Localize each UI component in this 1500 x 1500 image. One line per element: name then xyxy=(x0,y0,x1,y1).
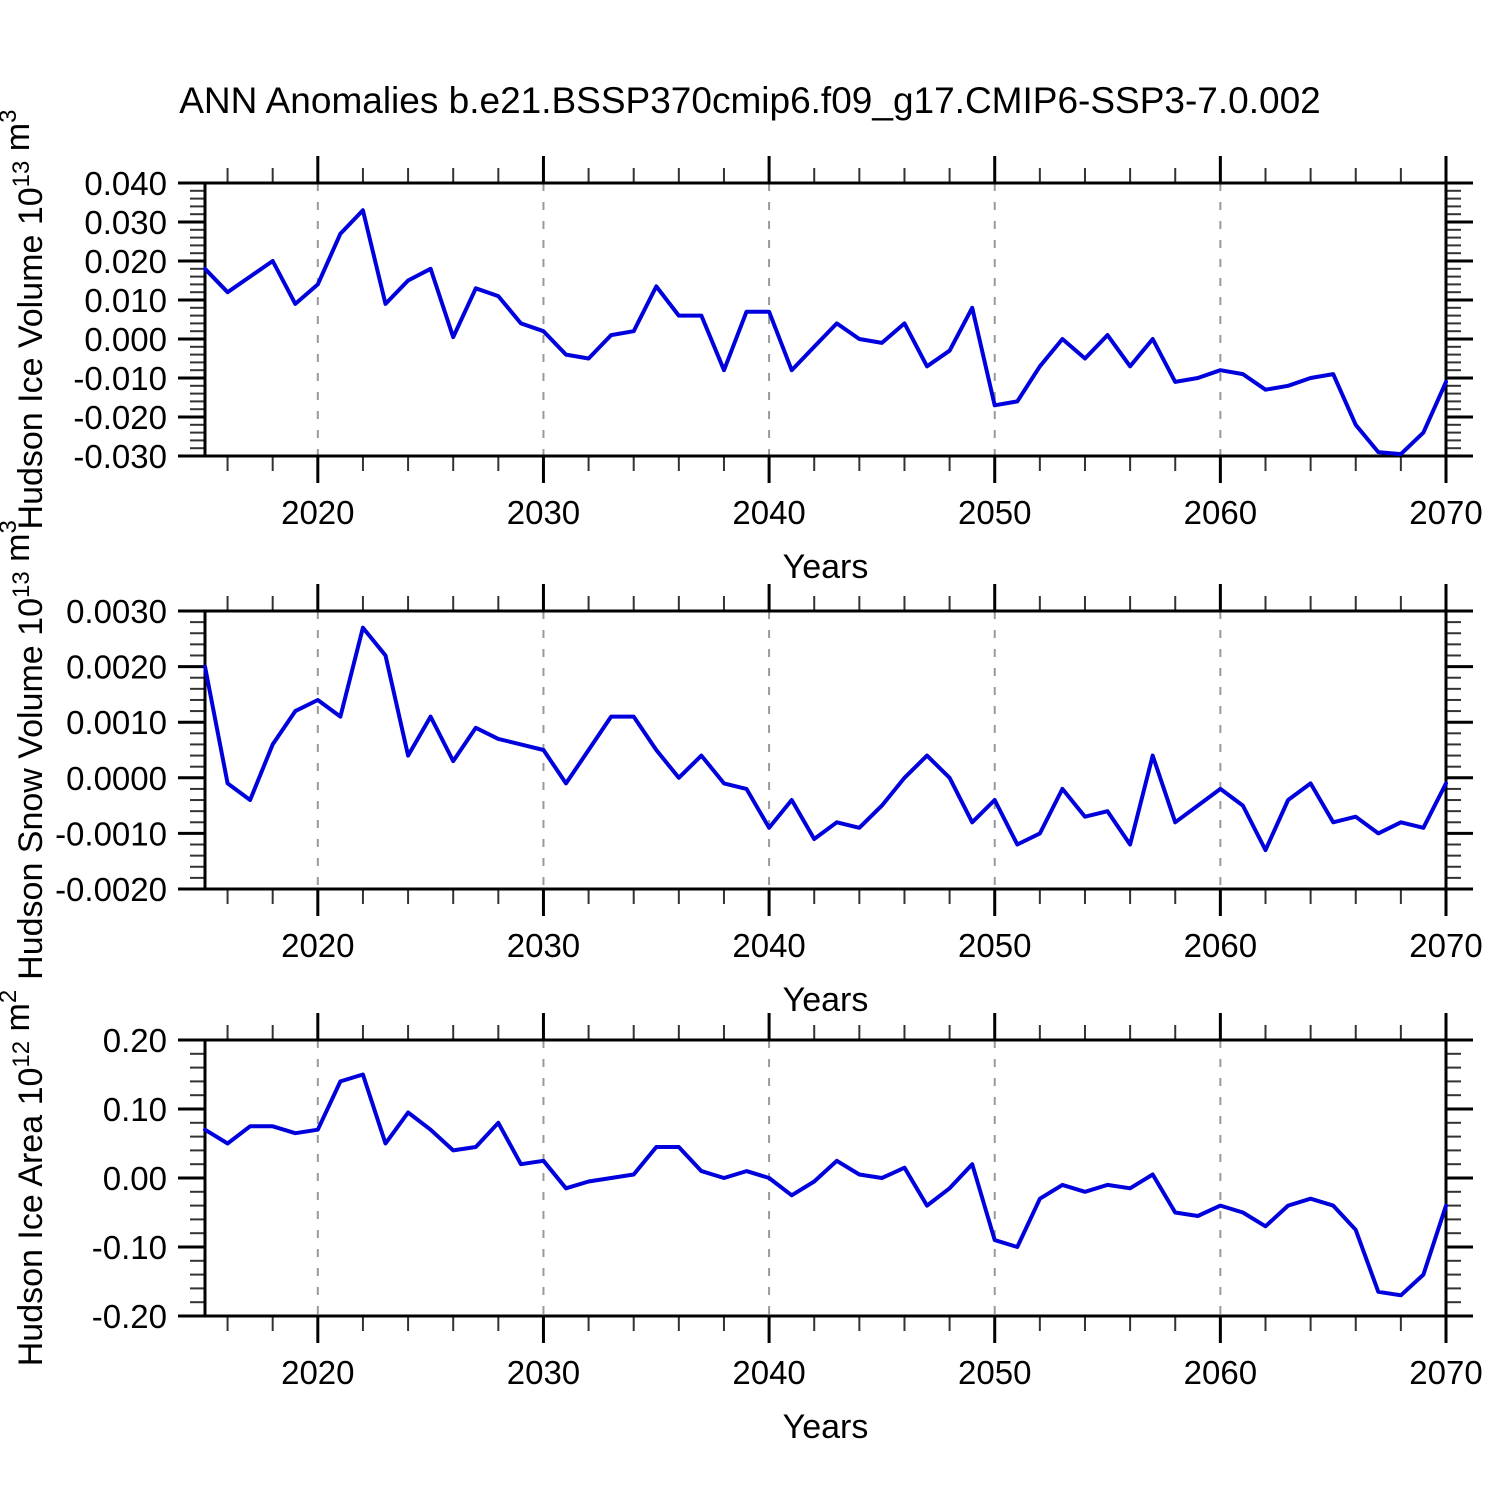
x-tick-label: 2030 xyxy=(507,494,580,531)
x-tick-label: 2020 xyxy=(281,494,354,531)
x-tick-label: 2020 xyxy=(281,927,354,964)
y-tick-label: -0.010 xyxy=(73,360,167,397)
y-tick-label: 0.030 xyxy=(84,204,167,241)
x-tick-label: 2040 xyxy=(732,1354,805,1391)
y-tick-label: 0.010 xyxy=(84,282,167,319)
series-line-ice-area xyxy=(203,1072,1448,1298)
x-tick-label: 2050 xyxy=(958,927,1031,964)
series-line-snow-volume xyxy=(203,625,1448,853)
x-tick-label: 2050 xyxy=(958,1354,1031,1391)
y-tick-label: -0.030 xyxy=(73,438,167,475)
x-tick-label: 2050 xyxy=(958,494,1031,531)
x-tick-label: 2060 xyxy=(1184,927,1257,964)
x-tick-label: 2070 xyxy=(1409,927,1482,964)
y-tick-label: 0.00 xyxy=(103,1160,167,1197)
x-tick-label: 2040 xyxy=(732,927,805,964)
plot-frame-ice-volume xyxy=(203,181,1448,458)
y-tick-label: 0.0020 xyxy=(66,649,167,686)
y-tick-label: -0.0010 xyxy=(55,815,167,852)
x-tick-label: 2070 xyxy=(1409,1354,1482,1391)
y-axis-title-ice-volume: Hudson Ice Volume 1013 m3 xyxy=(0,110,50,530)
y-tick-label: 0.000 xyxy=(84,321,167,358)
figure-title: ANN Anomalies b.e21.BSSP370cmip6.f09_g17… xyxy=(179,80,1321,121)
y-tick-label: 0.0010 xyxy=(66,704,167,741)
x-tick-label: 2030 xyxy=(507,1354,580,1391)
y-tick-label: -0.10 xyxy=(92,1229,167,1266)
x-tick-label: 2040 xyxy=(732,494,805,531)
y-tick-label: 0.040 xyxy=(84,165,167,202)
y-tick-label: -0.20 xyxy=(92,1298,167,1335)
x-tick-label: 2030 xyxy=(507,927,580,964)
x-tick-label: 2060 xyxy=(1184,1354,1257,1391)
x-tick-label: 2020 xyxy=(281,1354,354,1391)
y-tick-label: 0.10 xyxy=(103,1091,167,1128)
y-tick-label: 0.0000 xyxy=(66,760,167,797)
y-tick-label: 0.20 xyxy=(103,1022,167,1059)
y-axis-title-ice-area: Hudson Ice Area 1012 m2 xyxy=(0,990,50,1367)
plot-frame-ice-area xyxy=(203,1038,1448,1318)
x-axis-title: Years xyxy=(783,981,869,1019)
y-axis-title-snow-volume: Hudson Snow Volume 1013 m3 xyxy=(0,520,50,980)
y-tick-label: -0.020 xyxy=(73,399,167,436)
series-line-ice-volume xyxy=(203,208,1448,457)
x-axis-title: Years xyxy=(783,1408,869,1446)
y-tick-label: 0.0030 xyxy=(66,593,167,630)
x-axis-title: Years xyxy=(783,548,869,586)
x-tick-label: 2070 xyxy=(1409,494,1482,531)
y-tick-label: 0.020 xyxy=(84,243,167,280)
plot-frame-snow-volume xyxy=(203,609,1448,891)
y-tick-label: -0.0020 xyxy=(55,871,167,908)
x-tick-label: 2060 xyxy=(1184,494,1257,531)
